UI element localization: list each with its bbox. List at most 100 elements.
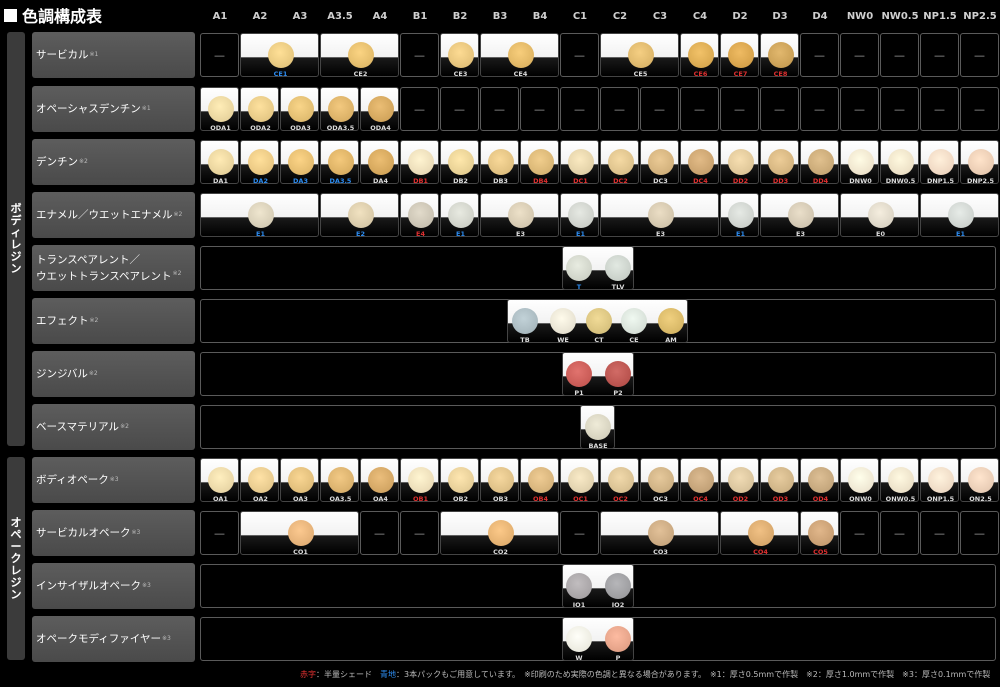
shade-swatch[interactable]: CE1 bbox=[240, 33, 319, 78]
shade-swatch[interactable]: ODA1 bbox=[200, 87, 239, 132]
shade-swatch[interactable]: CO5 bbox=[800, 511, 839, 556]
shade-swatch[interactable]: TB WE CT CE AM bbox=[507, 299, 688, 344]
shade-swatch[interactable]: DA2 bbox=[240, 140, 279, 185]
shade-swatch[interactable]: CE6 bbox=[680, 33, 719, 78]
shade-disc bbox=[567, 467, 594, 493]
row-label: オペークモディファイヤー ※3 bbox=[32, 616, 195, 662]
shade-swatch[interactable]: T TLV bbox=[562, 246, 634, 291]
shade-code: OA4 bbox=[373, 495, 388, 503]
shade-code: OB1 bbox=[412, 495, 428, 503]
shade-swatch[interactable]: DNP1.5 bbox=[920, 140, 959, 185]
shade-swatch[interactable]: DA3.5 bbox=[320, 140, 359, 185]
shade-swatch[interactable]: CO2 bbox=[440, 511, 559, 556]
shade-swatch[interactable]: ONW0 bbox=[840, 458, 879, 503]
shade-swatch[interactable]: CO3 bbox=[600, 511, 719, 556]
empty-cell: — bbox=[480, 87, 519, 131]
shade-swatch[interactable]: DA1 bbox=[200, 140, 239, 185]
shade-swatch[interactable]: ON2.5 bbox=[960, 458, 999, 503]
column-header-c1: C1 bbox=[572, 11, 588, 22]
shade-swatch[interactable]: OC2 bbox=[600, 458, 639, 503]
shade-swatch[interactable]: CE5 bbox=[600, 33, 679, 78]
shade-swatch[interactable]: IO1 IO2 bbox=[562, 564, 634, 609]
shade-swatch[interactable]: E1 bbox=[440, 193, 479, 238]
shade-swatch[interactable]: E3 bbox=[480, 193, 559, 238]
shade-swatch[interactable]: DB4 bbox=[520, 140, 559, 185]
shade-disc bbox=[487, 149, 514, 175]
shade-swatch[interactable]: DD3 bbox=[760, 140, 799, 185]
shade-swatch[interactable]: DC3 bbox=[640, 140, 679, 185]
shade-swatch[interactable]: CO1 bbox=[240, 511, 359, 556]
shade-disc bbox=[647, 202, 674, 228]
shade-swatch[interactable]: OA4 bbox=[360, 458, 399, 503]
shade-disc bbox=[447, 149, 474, 175]
shade-swatch[interactable]: E0 bbox=[840, 193, 919, 238]
shade-swatch[interactable]: E1 bbox=[720, 193, 759, 238]
shade-swatch[interactable]: OB4 bbox=[520, 458, 559, 503]
shade-disc bbox=[367, 96, 394, 122]
shade-swatch[interactable]: OB3 bbox=[480, 458, 519, 503]
empty-cell: — bbox=[520, 87, 559, 131]
shade-swatch[interactable]: DA4 bbox=[360, 140, 399, 185]
shade-disc bbox=[887, 467, 914, 493]
shade-swatch[interactable]: OC3 bbox=[640, 458, 679, 503]
shade-swatch[interactable]: ODA2 bbox=[240, 87, 279, 132]
shade-swatch[interactable]: E1 bbox=[200, 193, 319, 238]
shade-swatch[interactable]: ODA4 bbox=[360, 87, 399, 132]
shade-swatch[interactable]: OC4 bbox=[680, 458, 719, 503]
shade-swatch[interactable]: ONW0.5 bbox=[880, 458, 919, 503]
shade-code: CE8 bbox=[773, 70, 788, 78]
shade-disc bbox=[407, 467, 434, 493]
shade-swatch[interactable]: OA1 bbox=[200, 458, 239, 503]
shade-swatch[interactable]: DA3 bbox=[280, 140, 319, 185]
shade-swatch[interactable]: OB1 bbox=[400, 458, 439, 503]
shade-swatch[interactable]: E3 bbox=[600, 193, 719, 238]
shade-swatch[interactable]: E1 bbox=[560, 193, 599, 238]
shade-swatch[interactable]: OD3 bbox=[760, 458, 799, 503]
shade-swatch[interactable]: DD2 bbox=[720, 140, 759, 185]
shade-swatch[interactable]: P1 P2 bbox=[562, 352, 634, 397]
shade-code: OA2 bbox=[253, 495, 268, 503]
shade-swatch[interactable]: E1 bbox=[920, 193, 999, 238]
shade-swatch[interactable]: ODA3.5 bbox=[320, 87, 359, 132]
shade-disc bbox=[807, 520, 834, 546]
shade-swatch[interactable]: CE7 bbox=[720, 33, 759, 78]
empty-cell: — bbox=[360, 511, 399, 555]
shade-code: IO1 bbox=[572, 601, 586, 609]
shade-swatch[interactable]: CE4 bbox=[480, 33, 559, 78]
legend-red-term: 赤字 bbox=[300, 670, 316, 679]
empty-cell: — bbox=[840, 87, 879, 131]
shade-swatch[interactable]: OB2 bbox=[440, 458, 479, 503]
shade-swatch[interactable]: CO4 bbox=[720, 511, 799, 556]
shade-code: ODA1 bbox=[210, 124, 231, 132]
shade-swatch[interactable]: CE8 bbox=[760, 33, 799, 78]
shade-swatch[interactable]: BASE bbox=[580, 405, 615, 450]
shade-swatch[interactable]: ODA3 bbox=[280, 87, 319, 132]
shade-swatch[interactable]: OA3 bbox=[280, 458, 319, 503]
shade-swatch[interactable]: CE3 bbox=[440, 33, 479, 78]
shade-swatch[interactable]: DB2 bbox=[440, 140, 479, 185]
shade-swatch[interactable]: OD2 bbox=[720, 458, 759, 503]
shade-swatch[interactable]: DD4 bbox=[800, 140, 839, 185]
shade-swatch[interactable]: ONP1.5 bbox=[920, 458, 959, 503]
shade-swatch[interactable]: DNW0 bbox=[840, 140, 879, 185]
shade-swatch[interactable]: OD4 bbox=[800, 458, 839, 503]
shade-swatch[interactable]: E2 bbox=[320, 193, 399, 238]
shade-disc bbox=[566, 573, 592, 599]
shade-swatch[interactable]: DB3 bbox=[480, 140, 519, 185]
shade-swatch[interactable]: OA2 bbox=[240, 458, 279, 503]
shade-swatch[interactable]: DNP2.5 bbox=[960, 140, 999, 185]
shade-swatch[interactable]: CE2 bbox=[320, 33, 399, 78]
shade-swatch[interactable]: E4 bbox=[400, 193, 439, 238]
shade-swatch[interactable]: DNW0.5 bbox=[880, 140, 919, 185]
shade-code: DC4 bbox=[693, 177, 708, 185]
shade-swatch[interactable]: OC1 bbox=[560, 458, 599, 503]
shade-swatch[interactable]: DC4 bbox=[680, 140, 719, 185]
shade-swatch[interactable]: DC1 bbox=[560, 140, 599, 185]
shade-swatch[interactable]: DB1 bbox=[400, 140, 439, 185]
shade-swatch[interactable]: E3 bbox=[760, 193, 839, 238]
shade-swatch[interactable]: OA3.5 bbox=[320, 458, 359, 503]
shade-swatch[interactable]: DC2 bbox=[600, 140, 639, 185]
title-square-icon bbox=[4, 8, 17, 22]
shade-disc bbox=[586, 308, 612, 334]
